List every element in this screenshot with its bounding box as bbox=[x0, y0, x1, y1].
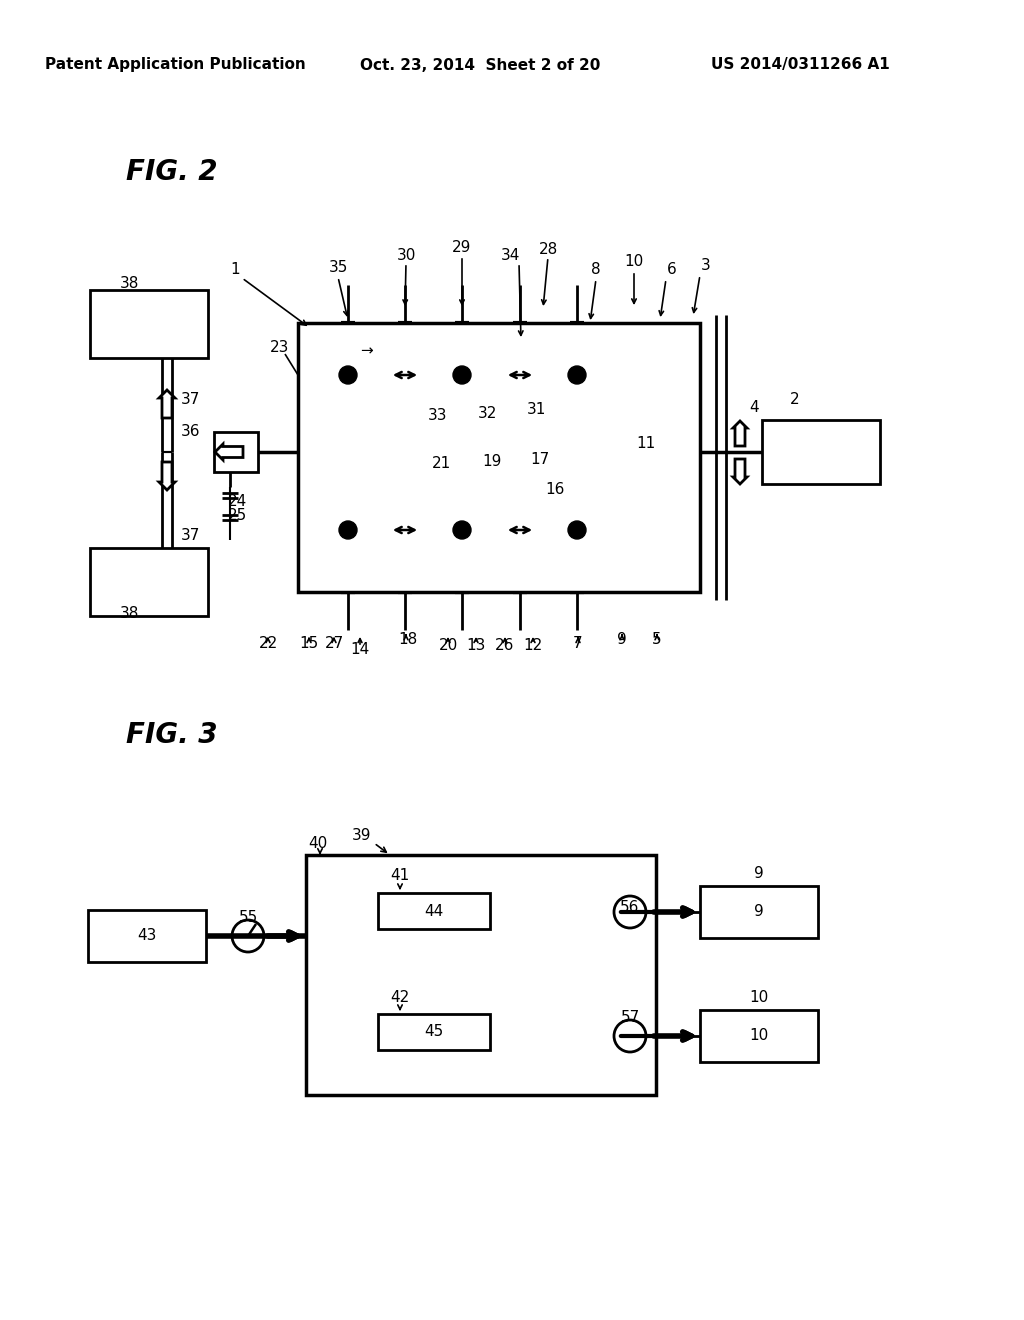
Text: 6: 6 bbox=[667, 263, 677, 277]
Text: 39: 39 bbox=[352, 829, 372, 843]
Text: 12: 12 bbox=[523, 639, 543, 653]
Text: Patent Application Publication: Patent Application Publication bbox=[45, 58, 305, 73]
Text: 2: 2 bbox=[791, 392, 800, 408]
Text: 11: 11 bbox=[636, 436, 655, 450]
Text: FIG. 3: FIG. 3 bbox=[126, 721, 217, 748]
Text: 5: 5 bbox=[652, 632, 662, 648]
Text: 10: 10 bbox=[750, 990, 769, 1006]
Text: 37: 37 bbox=[180, 392, 200, 408]
Polygon shape bbox=[215, 444, 243, 459]
Bar bbox=[306, 855, 656, 1096]
Text: 55: 55 bbox=[239, 911, 258, 925]
Text: 17: 17 bbox=[530, 453, 549, 467]
Text: 56: 56 bbox=[621, 900, 640, 916]
Polygon shape bbox=[159, 462, 175, 490]
Text: →: → bbox=[360, 343, 373, 358]
Text: 36: 36 bbox=[180, 425, 200, 440]
Text: 21: 21 bbox=[432, 455, 452, 470]
Text: 45: 45 bbox=[424, 1024, 443, 1040]
Text: 29: 29 bbox=[453, 240, 472, 256]
Text: 27: 27 bbox=[325, 636, 344, 652]
Text: 32: 32 bbox=[478, 407, 498, 421]
Text: 8: 8 bbox=[591, 263, 601, 277]
Text: 41: 41 bbox=[390, 869, 410, 883]
Bar bbox=[700, 886, 818, 939]
Text: 24: 24 bbox=[228, 495, 247, 510]
Text: 35: 35 bbox=[329, 260, 348, 276]
Bar bbox=[378, 1014, 490, 1049]
Circle shape bbox=[568, 366, 586, 384]
Text: 22: 22 bbox=[258, 636, 278, 652]
Bar bbox=[762, 420, 880, 484]
Bar bbox=[700, 1010, 818, 1063]
Text: 13: 13 bbox=[466, 639, 485, 653]
Text: 16: 16 bbox=[545, 483, 564, 498]
Polygon shape bbox=[733, 459, 746, 484]
Bar bbox=[88, 909, 206, 962]
Text: 9: 9 bbox=[754, 866, 764, 880]
Circle shape bbox=[339, 521, 357, 539]
Text: 34: 34 bbox=[501, 248, 520, 264]
Text: 30: 30 bbox=[396, 248, 416, 263]
Text: 38: 38 bbox=[120, 276, 139, 290]
Text: 9: 9 bbox=[617, 632, 627, 648]
Text: 14: 14 bbox=[350, 642, 370, 656]
Bar bbox=[298, 323, 700, 591]
Text: 1: 1 bbox=[230, 263, 240, 277]
Circle shape bbox=[339, 366, 357, 384]
Text: 37: 37 bbox=[180, 528, 200, 543]
Text: 33: 33 bbox=[428, 408, 447, 424]
Polygon shape bbox=[159, 389, 175, 418]
Text: US 2014/0311266 A1: US 2014/0311266 A1 bbox=[711, 58, 890, 73]
Text: 42: 42 bbox=[390, 990, 410, 1005]
Text: 43: 43 bbox=[137, 928, 157, 944]
Text: 23: 23 bbox=[270, 341, 290, 355]
Bar bbox=[90, 548, 208, 616]
Bar bbox=[214, 432, 258, 473]
Text: 31: 31 bbox=[527, 403, 547, 417]
Text: 7: 7 bbox=[573, 636, 583, 652]
Bar bbox=[378, 894, 490, 929]
Text: 25: 25 bbox=[228, 508, 247, 524]
Text: 4: 4 bbox=[750, 400, 759, 414]
Polygon shape bbox=[733, 421, 746, 446]
Circle shape bbox=[453, 366, 471, 384]
Text: 40: 40 bbox=[308, 836, 328, 850]
Text: 44: 44 bbox=[424, 903, 443, 919]
Text: 10: 10 bbox=[625, 255, 644, 269]
Text: Oct. 23, 2014  Sheet 2 of 20: Oct. 23, 2014 Sheet 2 of 20 bbox=[359, 58, 600, 73]
Text: 18: 18 bbox=[398, 632, 418, 648]
Text: 28: 28 bbox=[539, 242, 558, 256]
Bar bbox=[90, 290, 208, 358]
Circle shape bbox=[453, 521, 471, 539]
Text: 15: 15 bbox=[299, 636, 318, 652]
Text: 20: 20 bbox=[438, 639, 458, 653]
Text: 26: 26 bbox=[496, 639, 515, 653]
Text: 57: 57 bbox=[621, 1011, 640, 1026]
Circle shape bbox=[568, 521, 586, 539]
Text: 10: 10 bbox=[750, 1028, 769, 1044]
Text: 3: 3 bbox=[701, 259, 711, 273]
Text: 9: 9 bbox=[754, 904, 764, 920]
Text: FIG. 2: FIG. 2 bbox=[126, 158, 217, 186]
Text: 19: 19 bbox=[482, 454, 502, 470]
Text: 38: 38 bbox=[120, 606, 139, 620]
